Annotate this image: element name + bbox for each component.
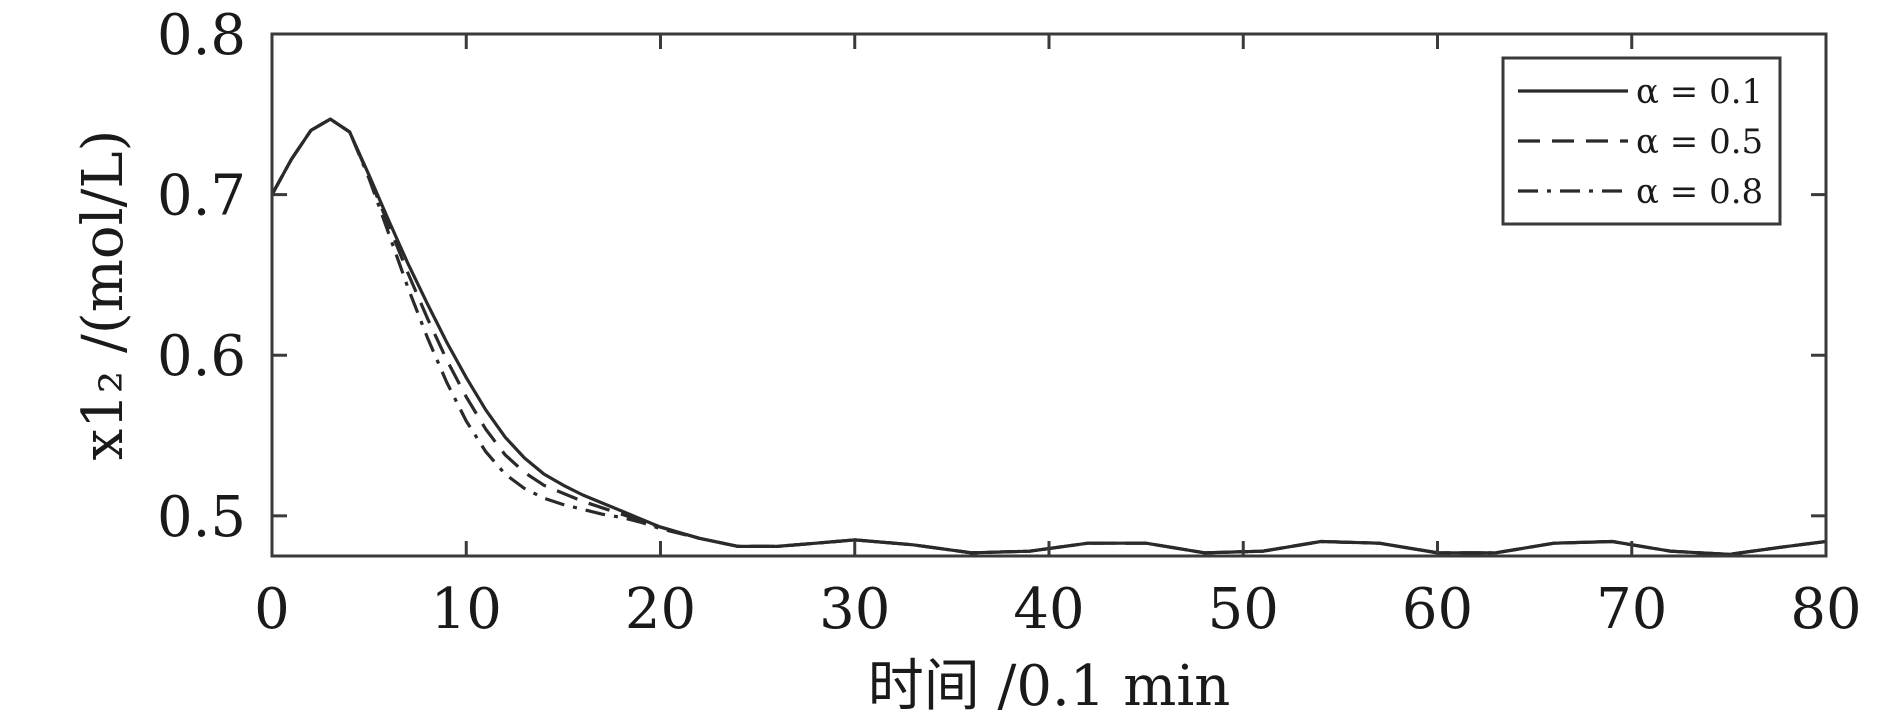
x-tick-label: 10 [431, 577, 502, 642]
y-tick-label: 0.8 [157, 3, 246, 68]
legend-label-1: α = 0.1 [1636, 72, 1763, 112]
y-axis-label: x1₂ /(mol/L) [71, 130, 136, 461]
x-tick-label: 80 [1790, 577, 1861, 642]
x-tick-label: 0 [254, 577, 290, 642]
legend-label-2: α = 0.5 [1636, 122, 1763, 162]
x-tick-label: 40 [1013, 577, 1084, 642]
axis-ticks: 0 10 20 30 40 50 60 70 80 0.5 0.6 0.7 0.8 [157, 3, 1862, 642]
x-tick-label: 50 [1208, 577, 1279, 642]
y-tick-label: 0.6 [157, 324, 246, 389]
x-tick-label: 60 [1402, 577, 1473, 642]
x-tick-label: 30 [819, 577, 890, 642]
x-axis-label: 时间 /0.1 min [868, 654, 1231, 719]
legend-box [1501, 56, 1782, 226]
x-tick-label: 70 [1596, 577, 1667, 642]
y-tick-label: 0.5 [157, 485, 246, 550]
legend-label-3: α = 0.8 [1636, 172, 1763, 212]
y-tick-label: 0.7 [157, 164, 246, 229]
legend: α = 0.1 α = 0.5 α = 0.8 [1501, 56, 1782, 226]
x-tick-label: 20 [625, 577, 696, 642]
